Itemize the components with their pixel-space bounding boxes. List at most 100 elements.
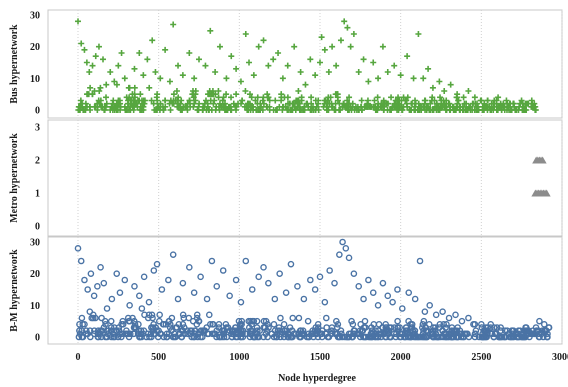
data-point <box>488 107 495 113</box>
data-point <box>344 24 351 31</box>
data-point <box>98 103 105 110</box>
data-point <box>78 40 85 47</box>
data-point <box>289 314 297 322</box>
data-point <box>375 103 382 110</box>
data-point <box>94 283 101 290</box>
data-point <box>227 107 234 113</box>
data-point <box>436 78 443 85</box>
data-point <box>450 333 458 341</box>
data-point <box>425 321 433 328</box>
data-point <box>530 330 538 338</box>
data-point <box>160 321 168 328</box>
data-point <box>130 324 138 331</box>
data-point <box>441 330 448 338</box>
data-point <box>186 50 193 56</box>
data-point <box>234 333 241 341</box>
data-point <box>153 260 161 268</box>
data-point <box>431 324 439 331</box>
data-point <box>364 97 371 104</box>
data-point <box>87 107 94 113</box>
data-point <box>242 31 249 37</box>
y-tick-label: 2 <box>35 156 40 167</box>
data-point <box>347 43 354 50</box>
data-point <box>276 270 283 277</box>
data-point <box>398 305 406 312</box>
data-point <box>242 330 249 338</box>
data-point <box>192 91 199 98</box>
data-point <box>78 314 86 322</box>
data-point <box>282 289 290 296</box>
data-point <box>174 295 182 303</box>
data-point <box>171 333 178 341</box>
data-point <box>423 327 431 334</box>
data-point <box>179 72 186 79</box>
data-point <box>411 295 419 303</box>
data-point <box>103 94 110 101</box>
data-point <box>117 103 124 110</box>
data-point <box>342 245 350 252</box>
data-point <box>334 330 341 338</box>
data-point <box>140 107 147 113</box>
data-point <box>113 270 121 277</box>
data-point <box>87 270 95 277</box>
data-point <box>148 97 155 104</box>
data-point <box>239 97 246 104</box>
data-point <box>157 75 164 82</box>
data-point <box>321 46 328 53</box>
data-point <box>455 97 462 104</box>
data-point <box>523 327 530 334</box>
data-point <box>285 107 292 113</box>
data-point <box>92 314 99 322</box>
data-point <box>421 97 428 104</box>
data-point <box>216 43 223 50</box>
data-point <box>484 97 491 104</box>
data-point <box>223 75 230 82</box>
data-point <box>196 56 202 63</box>
data-point <box>472 330 479 338</box>
data-point <box>133 100 140 107</box>
data-point <box>247 327 254 334</box>
data-point <box>368 324 375 331</box>
data-point <box>523 107 530 113</box>
data-point <box>404 53 411 60</box>
data-point <box>248 286 256 293</box>
data-point <box>300 295 308 303</box>
data-point <box>179 321 187 328</box>
data-point <box>404 94 411 101</box>
data-point <box>435 324 443 331</box>
data-point <box>434 103 441 110</box>
data-point <box>394 286 401 293</box>
data-point <box>103 100 110 107</box>
data-point <box>77 107 84 113</box>
data-point <box>272 107 279 113</box>
data-point <box>109 107 116 113</box>
data-point <box>358 97 365 104</box>
data-point <box>522 333 529 341</box>
data-point <box>265 94 272 101</box>
data-point <box>131 84 138 91</box>
data-point <box>369 289 377 296</box>
data-point <box>284 94 291 101</box>
data-point <box>479 330 486 338</box>
data-point <box>270 56 277 63</box>
data-point <box>115 62 122 69</box>
data-point <box>233 91 240 98</box>
data-point <box>497 100 504 107</box>
data-point <box>162 46 169 53</box>
data-point <box>365 276 372 284</box>
data-point <box>84 286 91 293</box>
data-point <box>264 91 271 98</box>
data-point <box>285 330 292 338</box>
data-point <box>392 330 400 338</box>
data-point <box>360 324 368 331</box>
data-point <box>260 94 267 101</box>
data-point <box>304 317 312 325</box>
data-point <box>349 100 356 107</box>
data-point <box>201 327 209 334</box>
data-point <box>222 321 230 328</box>
data-point <box>75 333 83 341</box>
data-point <box>100 56 107 63</box>
x-axis-title: Node hyperdegree <box>278 373 356 384</box>
data-point <box>329 103 336 110</box>
data-point <box>389 103 396 110</box>
